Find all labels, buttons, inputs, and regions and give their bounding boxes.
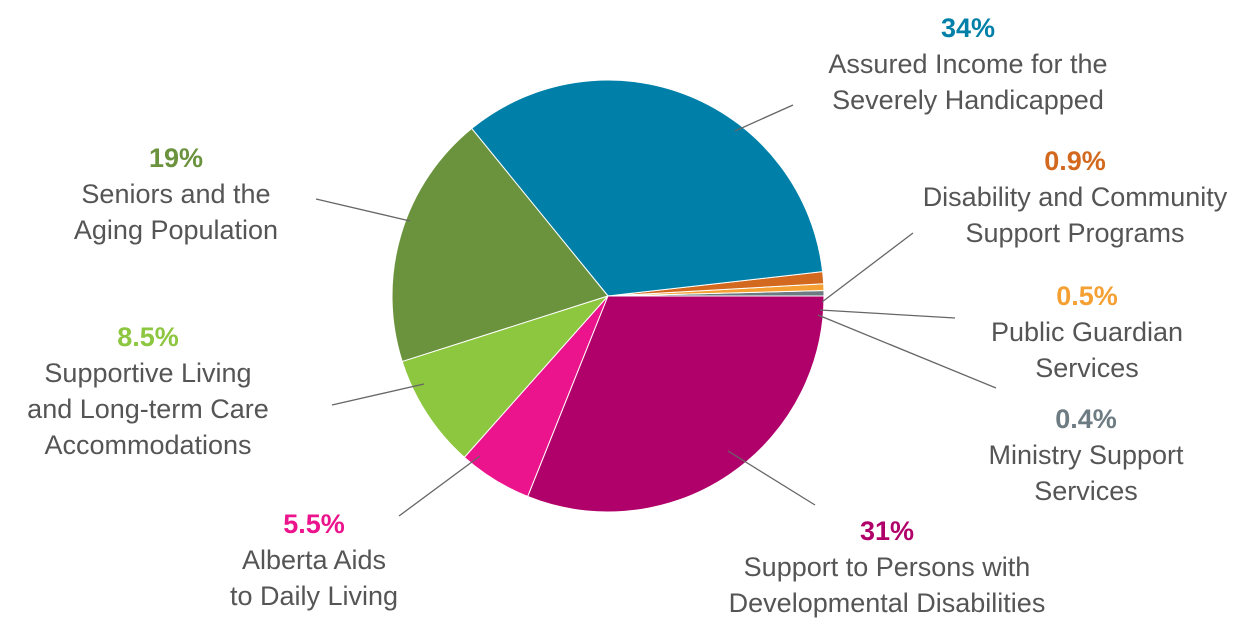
pie-slices xyxy=(391,79,825,513)
percent-label-seniors-and-the-aging-population: 19% xyxy=(149,143,203,173)
percent-label-assured-income-for-the-severely-handicapped: 34% xyxy=(941,13,995,43)
percent-label-ministry-support-services: 0.4% xyxy=(1055,404,1117,434)
category-label-assured-income-for-the-severely-handicapped-line-1: Assured Income for the xyxy=(828,49,1107,79)
category-label-ministry-support-services-line-2: Services xyxy=(1034,476,1138,506)
category-label-supportive-living-and-long-term-care-accommodations-line-2: and Long-term Care xyxy=(27,394,269,424)
category-label-ministry-support-services-line-1: Ministry Support xyxy=(988,440,1184,470)
leader-line-alberta-aids-to-daily-living xyxy=(398,455,481,517)
percent-label-alberta-aids-to-daily-living: 5.5% xyxy=(283,509,345,539)
category-label-alberta-aids-to-daily-living-line-1: Alberta Aids xyxy=(242,545,386,575)
category-label-assured-income-for-the-severely-handicapped-line-2: Severely Handicapped xyxy=(832,85,1104,115)
percent-label-disability-and-community-support-programs: 0.9% xyxy=(1044,146,1106,176)
category-label-alberta-aids-to-daily-living-line-2: to Daily Living xyxy=(230,581,398,611)
category-label-support-to-persons-with-developmental-disabilities-line-2: Developmental Disabilities xyxy=(729,588,1046,618)
leader-line-assured-income-for-the-severely-handicapped xyxy=(734,104,794,132)
category-label-disability-and-community-support-programs-line-1: Disability and Community xyxy=(923,182,1228,212)
percent-label-public-guardian-services: 0.5% xyxy=(1056,281,1118,311)
category-label-disability-and-community-support-programs-line-2: Support Programs xyxy=(965,218,1184,248)
leader-line-disability-and-community-support-programs xyxy=(821,232,914,303)
leader-lines xyxy=(315,104,997,517)
leader-line-ministry-support-services xyxy=(817,314,997,389)
slice-labels: 0.4% Ministry Support Services 0.5% Public G… xyxy=(27,13,1228,618)
percent-label-support-to-persons-with-developmental-disabilities: 31% xyxy=(860,516,914,546)
leader-line-seniors-and-the-aging-population xyxy=(315,198,411,222)
slice-seniors-and-the-aging-population xyxy=(391,127,609,363)
category-label-supportive-living-and-long-term-care-accommodations-line-3: Accommodations xyxy=(44,430,251,460)
leader-line-public-guardian-services xyxy=(819,309,956,319)
leader-line-support-to-persons-with-developmental-disabilities xyxy=(727,450,816,506)
category-label-supportive-living-and-long-term-care-accommodations-line-1: Supportive Living xyxy=(44,358,251,388)
slice-assured-income-for-the-severely-handicapped xyxy=(470,79,824,297)
category-label-seniors-and-the-aging-population-line-1: Seniors and the xyxy=(81,179,270,209)
category-label-public-guardian-services-line-2: Services xyxy=(1035,353,1139,383)
slice-support-to-persons-with-developmental-disabilities xyxy=(527,295,825,513)
leader-line-supportive-living-and-long-term-care-accommodations xyxy=(331,383,425,406)
category-label-seniors-and-the-aging-population-line-2: Aging Population xyxy=(74,215,278,245)
category-label-public-guardian-services-line-1: Public Guardian xyxy=(991,317,1183,347)
category-label-support-to-persons-with-developmental-disabilities-line-1: Support to Persons with xyxy=(744,552,1031,582)
percent-label-supportive-living-and-long-term-care-accommodations: 8.5% xyxy=(117,322,179,352)
slice-supportive-living-and-long-term-care-accommodations xyxy=(401,294,610,459)
